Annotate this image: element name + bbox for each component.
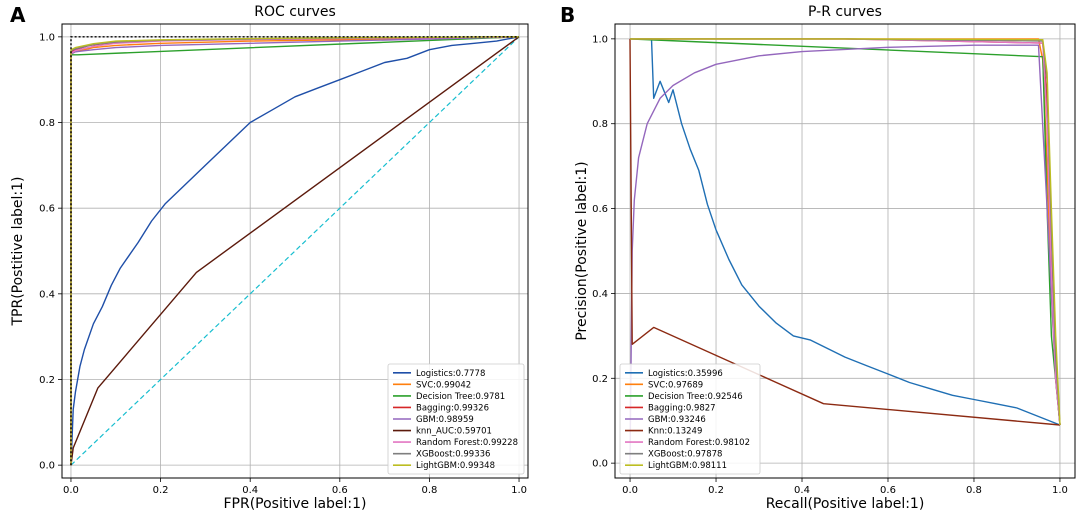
roc-series-line-0 [70,36,520,466]
roc-plot-frame [61,23,529,479]
pr-plot-frame [614,23,1076,479]
pr-legend-label-0: Logistics:0.35996 [648,369,723,379]
pr-legend-label-6: Random Forest:0.98102 [648,438,750,448]
roc-ytick-label: 1.0 [39,32,55,43]
pr-ytick-label: 0.8 [592,119,608,130]
roc-legend-label-5: knn_AUC:0.59701 [416,427,492,437]
pr-legend-label-7: XGBoost:0.97878 [648,450,722,460]
roc-legend-label-7: XGBoost:0.99336 [416,450,490,460]
pr-series-line-0 [630,38,1061,426]
pr-ylabel: Precision(Positive label:1) [574,161,590,340]
pr-legend-label-1: SVC:0.97689 [648,380,703,390]
panel-letter-b: B [560,3,575,27]
panel-letter-a: A [10,3,26,27]
pr-xtick-label: 0.4 [794,485,810,496]
pr-ytick-label: 0.2 [592,374,608,385]
pr-xtick-label: 0.2 [708,485,724,496]
roc-ylabel: TPR(Postitive label:1) [10,176,26,326]
roc-chance-diagonal [70,36,520,466]
roc-ytick-label: 0.4 [39,289,55,300]
roc-xtick-label: 0.4 [242,485,258,496]
pr-ytick-label: 0.6 [592,204,608,215]
roc-series-line-8 [70,36,520,466]
pr-xlabel: Recall(Positive label:1) [766,496,925,512]
pr-title: P-R curves [808,4,882,20]
pr-xtick-label: 0.8 [966,485,982,496]
roc-legend-label-4: GBM:0.98959 [416,415,474,425]
roc-perfect-classifier [70,36,519,466]
roc-legend-label-0: Logistics:0.7778 [416,369,485,379]
pr-ytick-label: 1.0 [592,34,608,45]
roc-xtick-label: 0.6 [332,485,348,496]
roc-legend-label-1: SVC:0.99042 [416,380,471,390]
roc-xlabel: FPR(Positive label:1) [223,496,366,512]
roc-ytick-label: 0.8 [39,118,55,129]
roc-legend-label-2: Decision Tree:0.9781 [416,392,505,402]
pr-legend-label-2: Decision Tree:0.92546 [648,392,743,402]
pr-series-line-5 [629,38,1061,426]
roc-legend-label-6: Random Forest:0.99228 [416,438,518,448]
roc-series-line-4 [70,36,520,466]
roc-ytick-label: 0.6 [39,204,55,215]
pr-series-line-8 [630,38,1061,426]
roc-legend-box [387,363,525,475]
pr-series-line-4 [629,44,1061,464]
roc-xtick-label: 0.8 [421,485,437,496]
pr-legend-label-4: GBM:0.93246 [648,415,706,425]
pr-xtick-label: 0.0 [622,485,638,496]
pr-xtick-label: 1.0 [1052,485,1068,496]
roc-title: ROC curves [254,4,336,20]
pr-ytick-label: 0.4 [592,289,608,300]
roc-ytick-label: 0.2 [39,375,55,386]
pr-legend-label-8: LightGBM:0.98111 [648,461,727,471]
roc-legend-label-3: Bagging:0.99326 [416,403,489,413]
roc-series-line-5 [70,36,520,466]
pr-xtick-label: 0.6 [880,485,896,496]
pr-legend-label-3: Bagging:0.9827 [648,403,716,413]
roc-chart: ROC curves 0.0 0.2 0.4 0.6 0.8 1.0 0.0 0.2 0.4 0.6… [10,4,529,512]
roc-xtick-label: 0.0 [63,485,79,496]
roc-legend-label-8: LightGBM:0.99348 [416,461,495,471]
roc-xtick-label: 1.0 [511,485,527,496]
pr-legend-label-5: Knn:0.13249 [648,427,702,437]
roc-xtick-label: 0.2 [153,485,169,496]
roc-ytick-label: 0.0 [39,461,55,472]
pr-legend-box [619,363,761,475]
pr-ytick-label: 0.0 [592,459,608,470]
pr-chart: P-R curves 0.0 0.2 0.4 0.6 0.8 1.0 0.0 0.2 0.4 0.6… [574,4,1076,512]
